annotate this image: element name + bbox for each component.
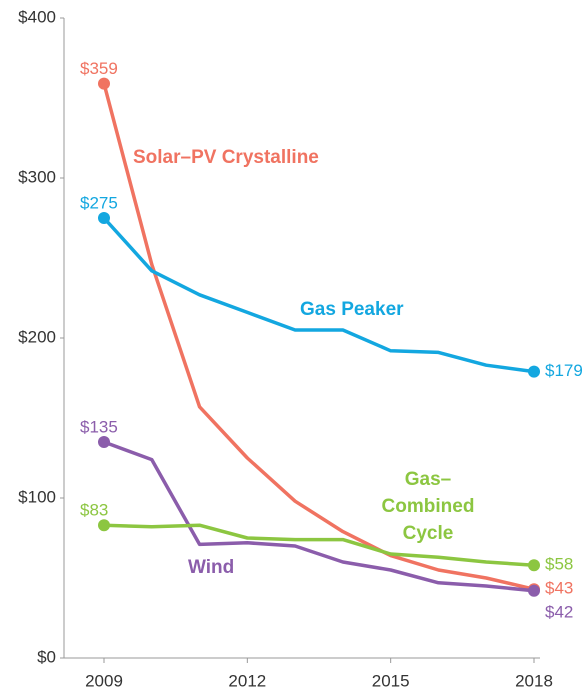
series-line bbox=[102, 216, 535, 374]
point bbox=[528, 584, 540, 597]
point bbox=[98, 436, 110, 448]
series-name: Solar–PV Crystalline bbox=[133, 147, 319, 168]
data-label: $83 bbox=[80, 501, 108, 520]
point bbox=[528, 365, 540, 378]
series-line bbox=[102, 83, 535, 591]
series-name-line: Cycle bbox=[403, 523, 454, 544]
point bbox=[98, 77, 110, 90]
point bbox=[528, 559, 540, 572]
x-tick-label: 2018 bbox=[515, 671, 553, 690]
series-name-line: Combined bbox=[382, 496, 475, 517]
y-tick-label: $100 bbox=[18, 487, 56, 506]
point bbox=[98, 519, 110, 532]
data-label: $359 bbox=[80, 59, 118, 78]
series-name: Wind bbox=[188, 557, 234, 578]
data-label: $135 bbox=[80, 417, 118, 436]
y-tick-label: $200 bbox=[18, 327, 56, 346]
x-tick-label: 2015 bbox=[372, 671, 410, 690]
point bbox=[98, 212, 110, 224]
series-name: Gas– Combined Cycle bbox=[382, 469, 475, 544]
y-tick-label: $400 bbox=[18, 7, 56, 26]
data-label: $43 bbox=[545, 579, 573, 598]
y-tick-label: $300 bbox=[18, 167, 56, 186]
data-label: $275 bbox=[80, 193, 118, 212]
x-tick-label: 2009 bbox=[85, 671, 123, 690]
series-line bbox=[103, 440, 535, 593]
data-label: $58 bbox=[545, 555, 573, 574]
data-label: $42 bbox=[545, 602, 573, 621]
series-line bbox=[103, 523, 535, 567]
y-tick-label: $0 bbox=[37, 647, 56, 666]
series-name-line: Gas– bbox=[405, 469, 451, 490]
data-label: $179 bbox=[545, 361, 583, 380]
series-name: Gas Peaker bbox=[300, 299, 404, 320]
x-tick-label: 2012 bbox=[228, 671, 266, 690]
